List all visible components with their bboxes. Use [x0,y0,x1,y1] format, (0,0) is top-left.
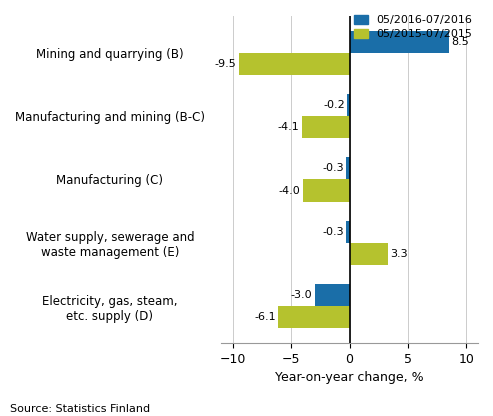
Bar [346,220,350,243]
Bar [346,157,350,179]
Bar [239,53,350,75]
Text: -4.1: -4.1 [278,122,299,132]
Text: -0.3: -0.3 [322,227,344,237]
Text: 8.5: 8.5 [451,37,469,47]
Text: -0.2: -0.2 [323,100,345,110]
Bar [347,94,350,116]
Text: -3.0: -3.0 [290,290,312,300]
Text: 3.3: 3.3 [390,249,408,259]
X-axis label: Year-on-year change, %: Year-on-year change, % [275,371,424,384]
Text: -4.0: -4.0 [279,186,301,196]
Text: -6.1: -6.1 [254,312,276,322]
Bar [350,31,449,53]
Bar [315,284,350,306]
Legend: 05/2016-07/2016, 05/2015-07/2015: 05/2016-07/2016, 05/2015-07/2015 [354,15,472,39]
Text: -0.3: -0.3 [322,163,344,173]
Text: -9.5: -9.5 [214,59,236,69]
Bar [303,179,350,202]
Bar [279,306,350,328]
Bar [302,116,350,139]
Bar [350,243,388,265]
Text: Source: Statistics Finland: Source: Statistics Finland [10,404,150,414]
